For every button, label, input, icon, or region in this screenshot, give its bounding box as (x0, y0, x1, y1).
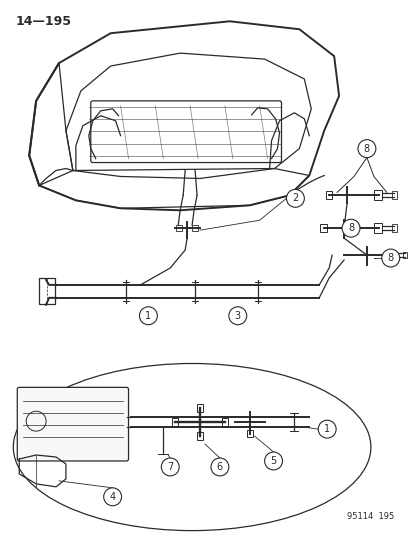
Circle shape (103, 488, 121, 506)
Bar (373, 190, 381, 200)
Bar (172, 418, 178, 426)
Bar (320, 224, 326, 232)
Circle shape (381, 249, 399, 267)
Bar (402, 252, 406, 258)
Circle shape (341, 219, 359, 237)
Bar (197, 432, 202, 440)
Bar (373, 223, 381, 233)
Circle shape (161, 458, 179, 476)
Text: 8: 8 (387, 253, 393, 263)
Text: 95114  195: 95114 195 (347, 512, 394, 521)
Bar (391, 224, 396, 232)
Bar (325, 191, 331, 199)
Text: 2: 2 (292, 193, 298, 204)
Bar (192, 225, 197, 231)
Text: 4: 4 (109, 492, 115, 502)
Text: 1: 1 (323, 424, 330, 434)
Bar (39, 278, 55, 304)
Bar (391, 191, 396, 199)
Bar (176, 225, 182, 231)
Text: 1: 1 (145, 311, 151, 321)
Circle shape (264, 452, 282, 470)
Text: 8: 8 (347, 223, 353, 233)
Bar (197, 404, 202, 412)
Text: 8: 8 (363, 143, 369, 154)
Text: 5: 5 (270, 456, 276, 466)
Text: 7: 7 (167, 462, 173, 472)
Circle shape (286, 189, 304, 207)
Circle shape (211, 458, 228, 476)
Text: 6: 6 (216, 462, 223, 472)
Circle shape (139, 307, 157, 325)
Bar (246, 430, 252, 437)
Text: 14—195: 14—195 (15, 15, 71, 28)
Circle shape (318, 420, 335, 438)
Bar (221, 418, 227, 426)
Circle shape (357, 140, 375, 158)
Circle shape (228, 307, 246, 325)
Bar (388, 251, 395, 259)
FancyBboxPatch shape (17, 387, 128, 461)
Text: 3: 3 (234, 311, 240, 321)
